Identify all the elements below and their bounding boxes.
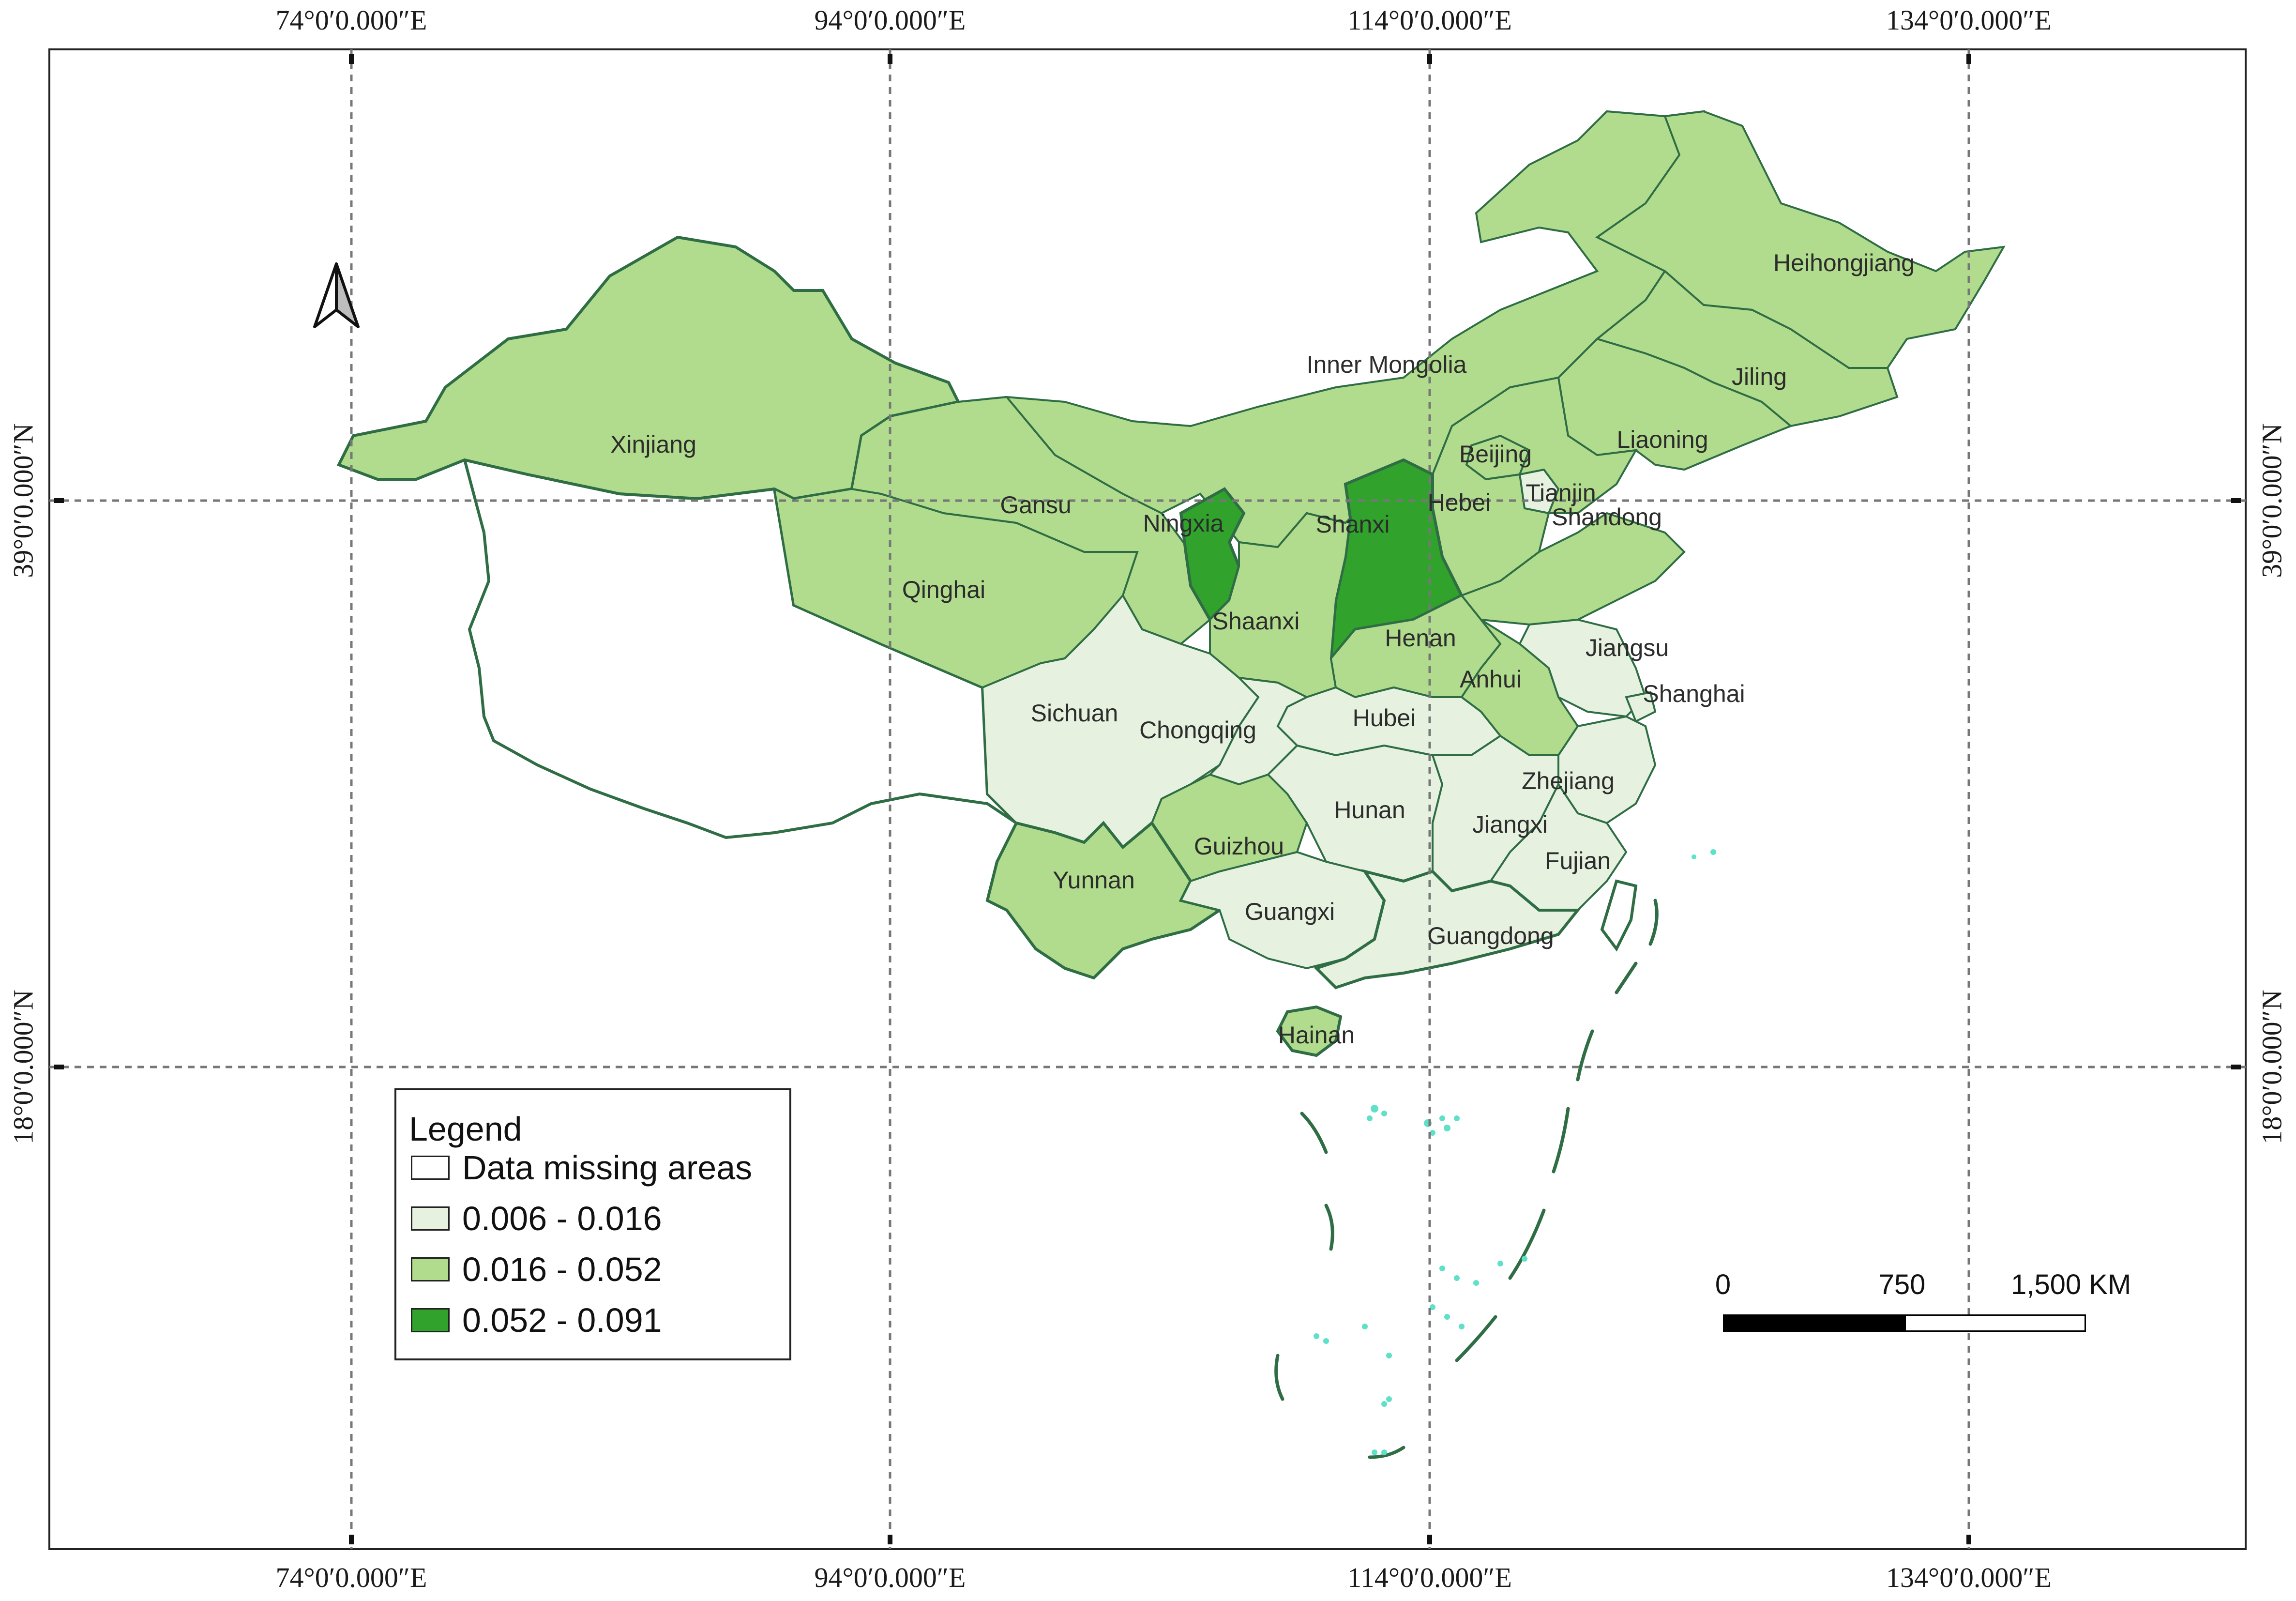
label-gansu: Gansu xyxy=(1000,491,1071,518)
label-jiangsu: Jiangsu xyxy=(1586,634,1669,661)
label-beijing: Beijing xyxy=(1459,441,1532,468)
province-hainan xyxy=(1276,1005,1343,1057)
graticule xyxy=(49,49,2246,1549)
province-xinjiang xyxy=(336,235,961,501)
scale-tick-750: 750 xyxy=(1878,1269,1926,1300)
label-hebei: Hebei xyxy=(1428,489,1491,516)
legend-item-high: 0.052 - 0.091 xyxy=(411,1301,662,1339)
legend-item-missing: Data missing areas xyxy=(411,1149,753,1187)
legend-swatch-low xyxy=(411,1206,450,1231)
label-xinjiang: Xinjiang xyxy=(610,431,696,458)
province-shandong xyxy=(1460,512,1686,626)
legend-swatch-high xyxy=(411,1308,450,1332)
legend-swatch-missing xyxy=(411,1156,450,1180)
legend-label-low: 0.006 - 0.016 xyxy=(462,1200,662,1237)
label-hunan: Hunan xyxy=(1334,796,1405,823)
scale-bar-black-segment xyxy=(1723,1314,1904,1332)
label-jilin: Jiling xyxy=(1732,363,1787,390)
label-fujian: Fujian xyxy=(1545,847,1611,874)
lon-label-top-114: 114°0′0.000″E xyxy=(1347,4,1512,36)
lat-label-right-18: 18°0′0.000″N xyxy=(2256,990,2288,1144)
lon-label-top-74: 74°0′0.000″E xyxy=(275,4,427,36)
legend-item-low: 0.006 - 0.016 xyxy=(411,1200,662,1237)
legend-swatch-mid xyxy=(411,1257,450,1281)
scale-tick-0: 0 xyxy=(1715,1269,1731,1300)
graticule-ticks xyxy=(54,54,2241,1544)
legend-title: Legend xyxy=(409,1110,522,1148)
scale-bar-white-segment xyxy=(1904,1314,2086,1332)
label-qinghai: Qinghai xyxy=(902,576,985,603)
north-arrow-icon xyxy=(313,262,360,328)
legend-label-high: 0.052 - 0.091 xyxy=(462,1301,662,1339)
province-yunnan xyxy=(985,821,1224,980)
label-shanghai: Shanghai xyxy=(1643,680,1745,707)
lat-label-left-18: 18°0′0.000″N xyxy=(7,990,39,1144)
label-shaanxi: Shaanxi xyxy=(1212,608,1300,635)
legend-item-mid: 0.016 - 0.052 xyxy=(411,1250,662,1288)
lon-label-top-134: 134°0′0.000″E xyxy=(1886,4,2052,36)
label-sichuan: Sichuan xyxy=(1031,700,1118,727)
label-inner-mongolia: Inner Mongolia xyxy=(1307,351,1467,378)
lat-label-left-39: 39°0′0.000″N xyxy=(7,423,39,578)
lon-label-bottom-134: 134°0′0.000″E xyxy=(1886,1562,2052,1593)
label-jiangxi: Jiangxi xyxy=(1472,811,1548,838)
lon-label-bottom-94: 94°0′0.000″E xyxy=(814,1562,966,1593)
south-sea-dashes xyxy=(1274,899,1659,1459)
label-zhejiang: Zhejiang xyxy=(1522,767,1615,794)
legend-label-mid: 0.016 - 0.052 xyxy=(462,1250,662,1288)
province-shanghai xyxy=(1625,691,1657,723)
province-guangdong xyxy=(1314,869,1581,990)
lat-label-right-39: 39°0′0.000″N xyxy=(2256,423,2288,578)
label-tianjin: Tianjin xyxy=(1526,479,1596,506)
province-heilongjiang xyxy=(1595,110,2006,369)
province-labels: Xinjiang Qinghai Gansu Inner Mongolia He… xyxy=(610,249,1915,1049)
island-taiwan xyxy=(1600,879,1638,952)
label-guangxi: Guangxi xyxy=(1245,898,1335,925)
legend-label-missing: Data missing areas xyxy=(462,1149,753,1187)
label-hubei: Hubei xyxy=(1353,704,1416,732)
label-yunnan: Yunnan xyxy=(1053,867,1135,894)
label-henan: Henan xyxy=(1385,625,1456,652)
label-guizhou: Guizhou xyxy=(1194,833,1284,860)
lon-label-top-94: 94°0′0.000″E xyxy=(814,4,966,36)
legend-box: Legend Data missing areas 0.006 - 0.016 … xyxy=(394,1088,791,1360)
label-guangdong: Guangdong xyxy=(1427,922,1554,949)
map-frame xyxy=(48,48,2247,1550)
label-hainan: Hainan xyxy=(1278,1022,1355,1049)
label-anhui: Anhui xyxy=(1460,666,1522,693)
scale-tick-1500: 1,500 KM xyxy=(2011,1269,2131,1300)
lon-label-bottom-74: 74°0′0.000″E xyxy=(275,1562,427,1593)
label-liaoning: Liaoning xyxy=(1616,426,1708,453)
scale-bar: 0 750 1,500 KM xyxy=(1715,1268,2131,1346)
label-shanxi: Shanxi xyxy=(1316,511,1390,538)
lon-label-bottom-114: 114°0′0.000″E xyxy=(1347,1562,1512,1593)
label-ningxia: Ningxia xyxy=(1143,510,1224,537)
label-heilongjiang: Heihongjiang xyxy=(1773,249,1915,276)
island-dots xyxy=(1314,849,1716,1455)
label-shandong: Shandong xyxy=(1552,503,1662,531)
label-chongqing: Chongqing xyxy=(1139,717,1256,744)
